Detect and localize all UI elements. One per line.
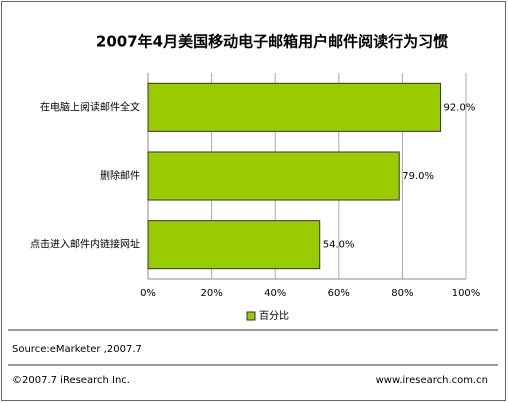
website: www.iresearch.com.cn bbox=[376, 375, 488, 386]
x-tick-label: 60% bbox=[328, 288, 350, 299]
x-tick-label: 100% bbox=[452, 288, 481, 299]
legend-swatch bbox=[246, 311, 256, 321]
bar bbox=[147, 220, 321, 270]
value-label: 79.0% bbox=[402, 171, 434, 182]
legend-label: 百分比 bbox=[259, 310, 289, 322]
copyright: ©2007.7 iResearch Inc. bbox=[12, 375, 130, 386]
x-tick-label: 40% bbox=[264, 288, 286, 299]
value-label: 92.0% bbox=[444, 102, 476, 113]
x-tick-label: 20% bbox=[200, 288, 222, 299]
bar bbox=[147, 151, 400, 201]
source: Source:eMarketer ,2007.7 bbox=[12, 344, 142, 355]
y-tick-label: 删除邮件 bbox=[100, 169, 140, 182]
y-tick-label: 在电脑上阅读邮件全文 bbox=[40, 100, 140, 113]
bar bbox=[147, 82, 442, 132]
chart-title: 2007年4月美国移动电子邮箱用户邮件阅读行为习惯 bbox=[96, 33, 448, 51]
x-tick-label: 0% bbox=[140, 288, 156, 299]
x-tick-label: 80% bbox=[391, 288, 413, 299]
y-tick-label: 点击进入邮件内链接网址 bbox=[30, 238, 140, 251]
value-label: 54.0% bbox=[323, 240, 355, 251]
